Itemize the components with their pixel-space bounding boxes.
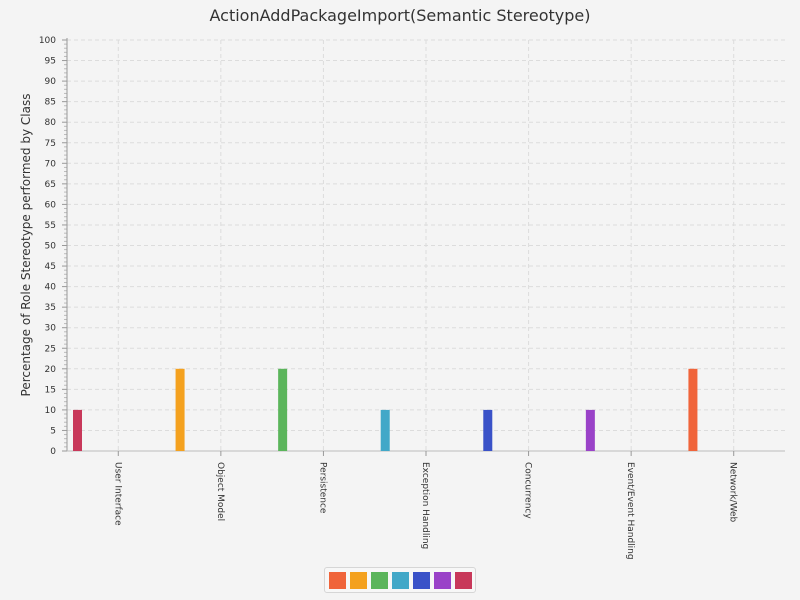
bar-network-web	[688, 368, 698, 451]
y-tick-label: 10	[45, 406, 57, 416]
y-tick-label: 65	[45, 180, 56, 190]
y-tick-label: 35	[45, 303, 56, 313]
y-tick-label: 85	[45, 98, 56, 108]
y-tick-label: 15	[45, 385, 56, 395]
x-tick-label: Concurrency	[523, 462, 533, 519]
x-tick-label: Object Model	[215, 462, 225, 521]
y-tick-label: 5	[50, 426, 56, 436]
bar-user-interface	[73, 409, 82, 451]
legend-swatch	[349, 571, 367, 589]
legend-swatch	[454, 571, 472, 589]
x-tick-label: Event/Event Handling	[625, 462, 635, 560]
x-tick-label: Exception Handling	[420, 462, 430, 549]
y-tick-label: 80	[45, 118, 57, 128]
y-tick-label: 95	[45, 57, 56, 67]
legend-swatch	[391, 571, 409, 589]
y-tick-label: 50	[45, 242, 57, 252]
y-tick-label: 75	[45, 139, 56, 149]
y-tick-label: 100	[39, 36, 56, 46]
bar-persistence	[278, 368, 288, 451]
y-tick-label: 0	[50, 447, 56, 457]
y-tick-label: 40	[45, 283, 57, 293]
y-tick-label: 30	[45, 324, 57, 334]
y-tick-label: 90	[45, 77, 57, 87]
y-tick-label: 45	[45, 262, 56, 272]
y-tick-label: 55	[45, 221, 56, 231]
bar-object-model	[175, 368, 185, 451]
x-tick-label: Network/Web	[728, 462, 738, 523]
y-tick-label: 60	[45, 200, 57, 210]
y-tick-label: 70	[45, 159, 57, 169]
bar-exception-handling	[380, 409, 390, 451]
chart-title: ActionAddPackageImport(Semantic Stereoty…	[209, 6, 591, 25]
legend-swatch	[412, 571, 430, 589]
x-tick-label: User Interface	[112, 462, 122, 526]
bar-event-event-handling	[585, 409, 595, 451]
x-tick-label: Persistence	[317, 462, 327, 514]
bar-concurrency	[483, 409, 493, 451]
legend-swatch	[433, 571, 451, 589]
legend-swatch	[328, 571, 346, 589]
legend-swatch	[370, 571, 388, 589]
y-tick-label: 20	[45, 365, 57, 375]
y-tick-label: 25	[45, 344, 56, 354]
chart-legend	[324, 567, 476, 593]
